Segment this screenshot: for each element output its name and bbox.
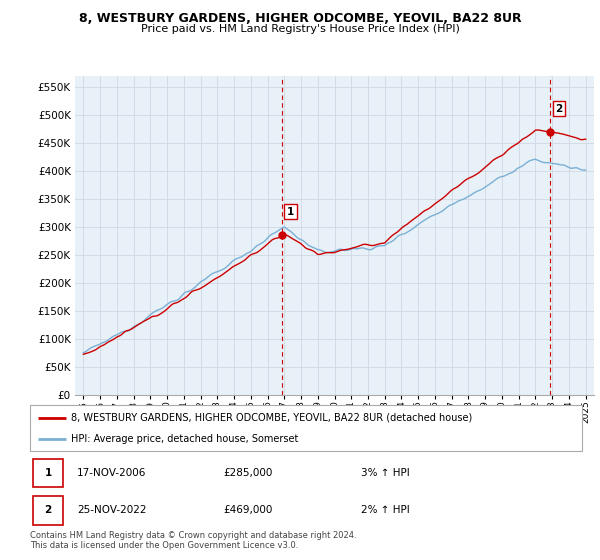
Text: 1: 1 xyxy=(44,468,52,478)
Text: £469,000: £469,000 xyxy=(223,505,272,515)
Text: 2% ↑ HPI: 2% ↑ HPI xyxy=(361,505,410,515)
Bar xyxy=(33,459,63,487)
Text: 8, WESTBURY GARDENS, HIGHER ODCOMBE, YEOVIL, BA22 8UR: 8, WESTBURY GARDENS, HIGHER ODCOMBE, YEO… xyxy=(79,12,521,25)
Bar xyxy=(33,496,63,525)
Text: 17-NOV-2006: 17-NOV-2006 xyxy=(77,468,146,478)
Text: £285,000: £285,000 xyxy=(223,468,272,478)
Text: Price paid vs. HM Land Registry's House Price Index (HPI): Price paid vs. HM Land Registry's House … xyxy=(140,24,460,34)
Text: Contains HM Land Registry data © Crown copyright and database right 2024.
This d: Contains HM Land Registry data © Crown c… xyxy=(30,531,356,550)
Text: 1: 1 xyxy=(287,207,294,217)
Text: 8, WESTBURY GARDENS, HIGHER ODCOMBE, YEOVIL, BA22 8UR (detached house): 8, WESTBURY GARDENS, HIGHER ODCOMBE, YEO… xyxy=(71,413,473,423)
Text: 2: 2 xyxy=(555,104,562,114)
Text: 2: 2 xyxy=(44,505,52,515)
Text: HPI: Average price, detached house, Somerset: HPI: Average price, detached house, Some… xyxy=(71,434,299,444)
Text: 25-NOV-2022: 25-NOV-2022 xyxy=(77,505,146,515)
Text: 3% ↑ HPI: 3% ↑ HPI xyxy=(361,468,410,478)
